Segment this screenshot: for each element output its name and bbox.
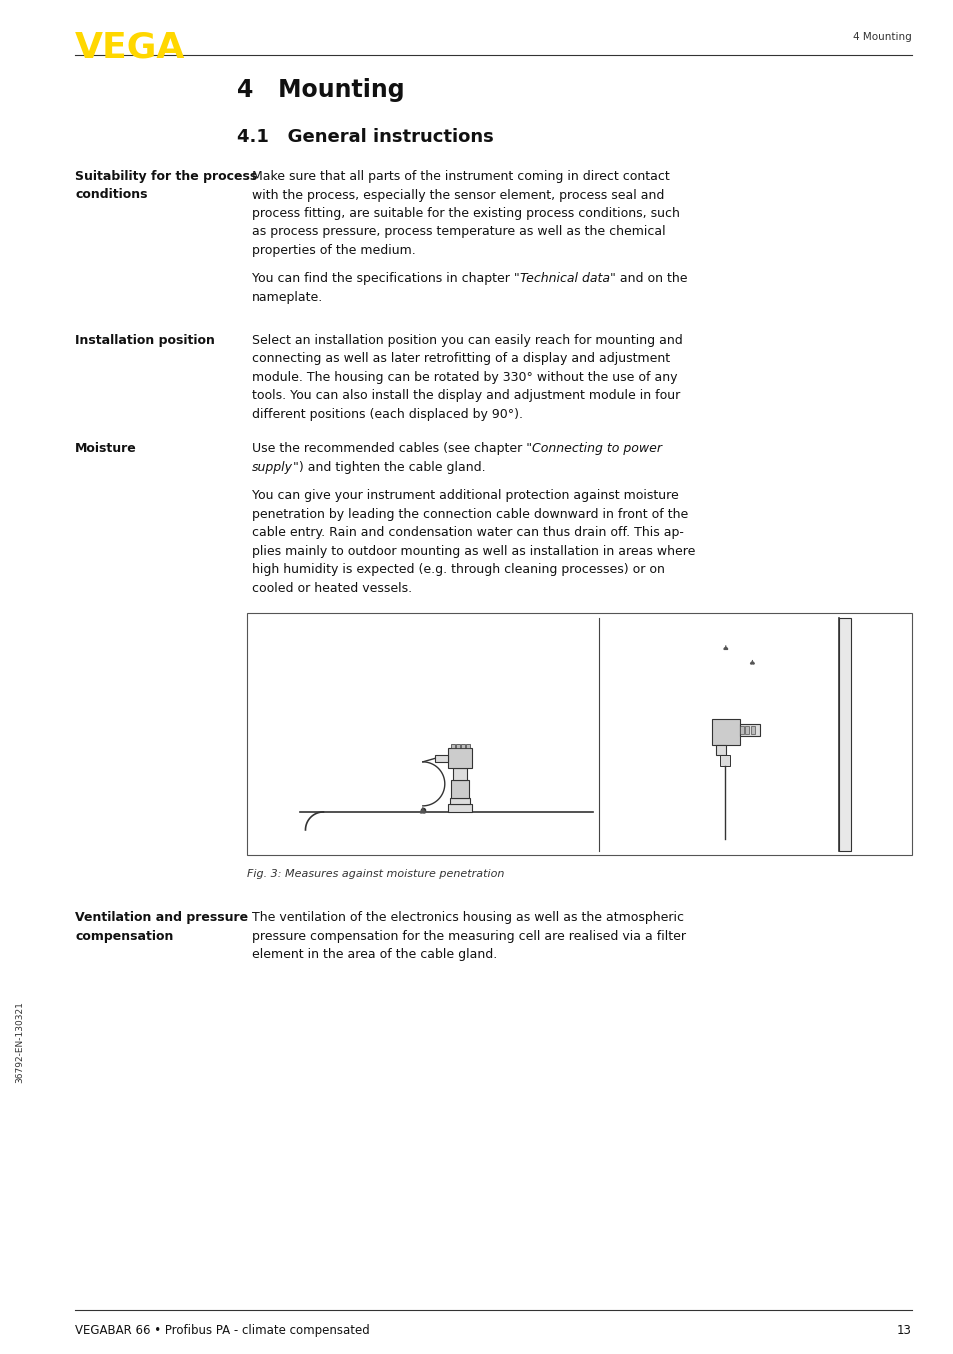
Bar bbox=[449, 798, 469, 804]
Text: nameplate.: nameplate. bbox=[252, 291, 323, 305]
Bar bbox=[451, 780, 468, 798]
Bar bbox=[750, 726, 754, 734]
Text: Ventilation and pressure: Ventilation and pressure bbox=[75, 911, 248, 925]
Bar bbox=[447, 747, 472, 768]
Polygon shape bbox=[750, 662, 754, 663]
Bar bbox=[838, 619, 850, 850]
Polygon shape bbox=[420, 810, 425, 812]
Bar bbox=[451, 743, 455, 747]
Bar bbox=[720, 754, 729, 765]
Text: You can find the specifications in chapter ": You can find the specifications in chapt… bbox=[252, 272, 519, 284]
Bar bbox=[447, 804, 472, 812]
Bar bbox=[465, 743, 469, 747]
Text: You can give your instrument additional protection against moisture
penetration : You can give your instrument additional … bbox=[252, 490, 695, 594]
Text: VEGA: VEGA bbox=[75, 30, 185, 64]
Text: compensation: compensation bbox=[75, 930, 173, 942]
Text: Use the recommended cables (see chapter ": Use the recommended cables (see chapter … bbox=[252, 441, 532, 455]
Bar bbox=[744, 726, 748, 734]
Text: conditions: conditions bbox=[75, 188, 148, 202]
Text: Connecting to power: Connecting to power bbox=[532, 441, 661, 455]
Text: Installation position: Installation position bbox=[75, 334, 214, 347]
Text: The ventilation of the electronics housing as well as the atmospheric
pressure c: The ventilation of the electronics housi… bbox=[252, 911, 685, 961]
Text: Select an installation position you can easily reach for mounting and
connecting: Select an installation position you can … bbox=[252, 334, 682, 421]
Text: Moisture: Moisture bbox=[75, 441, 136, 455]
Polygon shape bbox=[723, 647, 727, 650]
Text: 4.1   General instructions: 4.1 General instructions bbox=[236, 129, 494, 146]
Text: " and on the: " and on the bbox=[609, 272, 686, 284]
Bar bbox=[453, 768, 466, 780]
Text: 13: 13 bbox=[896, 1324, 911, 1336]
Text: 4 Mounting: 4 Mounting bbox=[852, 32, 911, 42]
Text: Technical data: Technical data bbox=[519, 272, 609, 284]
Bar bbox=[715, 745, 725, 754]
Bar bbox=[739, 723, 759, 735]
Text: VEGABAR 66 • Profibus PA - climate compensated: VEGABAR 66 • Profibus PA - climate compe… bbox=[75, 1324, 370, 1336]
Text: ") and tighten the cable gland.: ") and tighten the cable gland. bbox=[293, 462, 485, 474]
Text: 4   Mounting: 4 Mounting bbox=[236, 79, 404, 102]
Bar bbox=[460, 743, 464, 747]
Bar bbox=[711, 719, 739, 745]
Bar bbox=[435, 756, 447, 762]
Bar bbox=[247, 613, 911, 856]
Text: Suitability for the process: Suitability for the process bbox=[75, 171, 257, 183]
Text: Make sure that all parts of the instrument coming in direct contact
with the pro: Make sure that all parts of the instrume… bbox=[252, 171, 679, 257]
Bar bbox=[739, 726, 743, 734]
Text: 36792-EN-130321: 36792-EN-130321 bbox=[15, 1002, 25, 1083]
Text: Fig. 3: Measures against moisture penetration: Fig. 3: Measures against moisture penetr… bbox=[247, 869, 504, 880]
Text: supply: supply bbox=[252, 462, 293, 474]
Bar bbox=[456, 743, 459, 747]
